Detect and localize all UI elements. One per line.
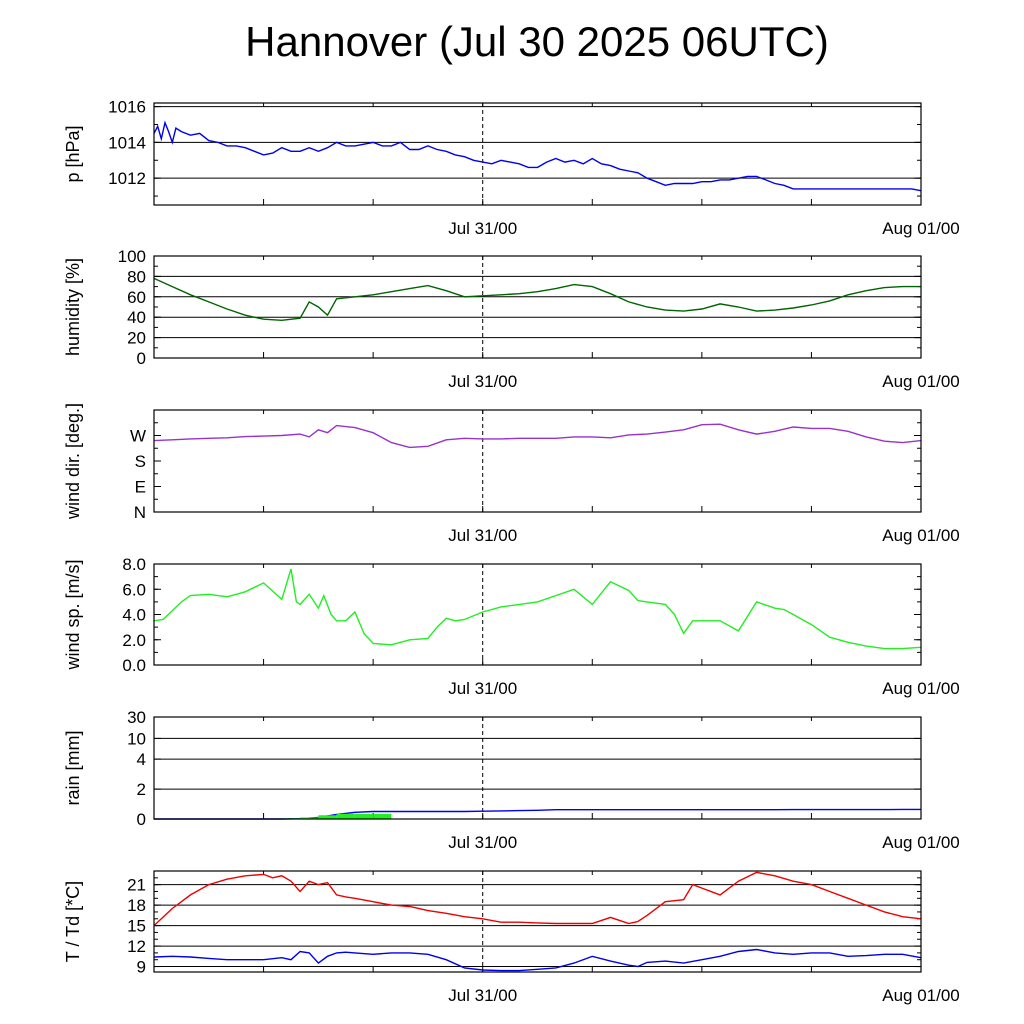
- y-tick-label: 0: [137, 349, 146, 368]
- x-tick-label: Aug 01/00: [882, 219, 960, 238]
- panel-3: [153, 563, 922, 666]
- y-tick-label: W: [130, 427, 146, 446]
- y-tick-label: 1012: [108, 169, 146, 188]
- x-tick-label: Aug 01/00: [882, 679, 960, 698]
- y-tick-label: 1016: [108, 98, 146, 117]
- y-tick-label: 9: [137, 958, 146, 977]
- y-tick-label: 1014: [108, 133, 146, 152]
- x-tick-label: Aug 01/00: [882, 833, 960, 852]
- y-tick-label: 15: [127, 917, 146, 936]
- y-axis-label: rain [mm]: [63, 730, 83, 805]
- y-tick-label: 30: [127, 708, 146, 727]
- y-tick-label: 20: [127, 329, 146, 348]
- y-tick-label: 21: [127, 876, 146, 895]
- y-tick-label: 100: [118, 247, 146, 266]
- x-tick-label: Jul 31/00: [448, 219, 517, 238]
- y-tick-label: 10: [127, 729, 146, 748]
- panel-frame: [153, 716, 922, 820]
- y-axis-label: wind dir. [deg.]: [63, 403, 83, 520]
- panel-frame: [153, 255, 922, 359]
- series-rain_accum: [154, 808, 921, 820]
- y-tick-label: N: [134, 503, 146, 522]
- panel-frame: [153, 563, 922, 666]
- y-axis-label: wind sp. [m/s]: [63, 559, 83, 670]
- x-tick-label: Aug 01/00: [882, 526, 960, 545]
- y-tick-label: 6.0: [122, 580, 146, 599]
- y-tick-label: 12: [127, 937, 146, 956]
- x-tick-label: Aug 01/00: [882, 986, 960, 1005]
- rain-bar: [354, 813, 374, 819]
- series-wind_speed: [153, 568, 922, 650]
- series-humidity: [153, 277, 921, 322]
- y-axis-label: humidity [%]: [63, 258, 83, 356]
- y-tick-label: 0: [137, 810, 146, 829]
- y-tick-label: 40: [127, 308, 146, 327]
- x-tick-label: Jul 31/00: [448, 679, 517, 698]
- panel-4: [153, 716, 922, 820]
- x-tick-label: Jul 31/00: [448, 986, 517, 1005]
- y-axis-label: T / Td [*C]: [63, 881, 83, 962]
- y-tick-label: 4.0: [122, 606, 146, 625]
- y-tick-label: E: [135, 478, 146, 497]
- panel-frame: [153, 409, 922, 513]
- y-tick-label: 2: [137, 780, 146, 799]
- series-dewpoint: [153, 948, 922, 972]
- series-wind_dir: [153, 423, 922, 449]
- rain-bar: [300, 817, 319, 819]
- y-tick-label: 0.0: [122, 656, 146, 675]
- y-tick-label: 60: [127, 288, 146, 307]
- y-axis-label: p [hPa]: [63, 125, 83, 182]
- y-tick-label: 8.0: [122, 555, 146, 574]
- panel-frame: [153, 102, 922, 206]
- x-tick-label: Jul 31/00: [448, 372, 517, 391]
- chart-title: Hannover (Jul 30 2025 06UTC): [245, 18, 829, 65]
- panel-2: [153, 409, 922, 513]
- x-tick-label: Jul 31/00: [448, 833, 517, 852]
- panel-5: [153, 870, 922, 973]
- x-tick-label: Aug 01/00: [882, 372, 960, 391]
- y-tick-label: 2.0: [122, 631, 146, 650]
- y-tick-label: 4: [137, 750, 146, 769]
- y-tick-label: 80: [127, 267, 146, 286]
- rain-bar: [373, 813, 392, 819]
- y-tick-label: S: [135, 452, 146, 471]
- rain-bar: [318, 815, 337, 819]
- panel-1: [153, 255, 922, 359]
- rain-bar: [336, 813, 355, 819]
- series-pressure: [153, 120, 922, 192]
- panel-0: [153, 102, 922, 206]
- panel-frame: [153, 870, 922, 973]
- x-tick-label: Jul 31/00: [448, 526, 517, 545]
- series-temperature: [153, 871, 922, 927]
- y-tick-label: 18: [127, 896, 146, 915]
